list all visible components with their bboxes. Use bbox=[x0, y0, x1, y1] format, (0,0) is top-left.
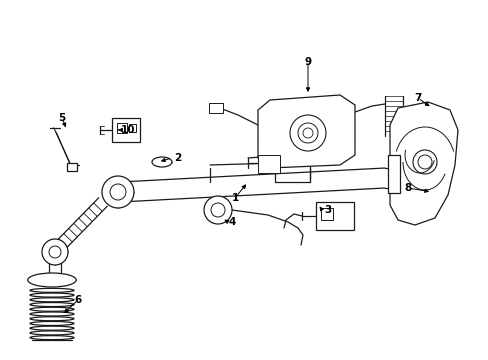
Text: 4: 4 bbox=[228, 217, 235, 227]
Bar bbox=[117, 123, 127, 133]
Circle shape bbox=[102, 176, 134, 208]
Text: 2: 2 bbox=[174, 153, 181, 163]
Bar bbox=[315, 202, 353, 230]
Text: 7: 7 bbox=[413, 93, 421, 103]
Text: 10: 10 bbox=[121, 125, 135, 135]
Bar bbox=[208, 103, 223, 113]
Ellipse shape bbox=[152, 157, 172, 167]
Bar bbox=[387, 155, 399, 193]
Polygon shape bbox=[258, 95, 354, 168]
Ellipse shape bbox=[28, 273, 76, 287]
Circle shape bbox=[289, 115, 325, 151]
Text: 9: 9 bbox=[304, 57, 311, 67]
Text: 8: 8 bbox=[404, 183, 411, 193]
Bar bbox=[67, 163, 77, 171]
Bar bbox=[258, 155, 280, 173]
Circle shape bbox=[412, 150, 436, 174]
Text: 5: 5 bbox=[58, 113, 65, 123]
Polygon shape bbox=[389, 102, 457, 225]
Bar bbox=[112, 118, 140, 142]
Bar bbox=[320, 208, 332, 220]
Text: 6: 6 bbox=[74, 295, 81, 305]
Bar bbox=[129, 124, 136, 132]
Polygon shape bbox=[120, 168, 384, 202]
Text: 3: 3 bbox=[324, 205, 331, 215]
Text: 1: 1 bbox=[231, 193, 238, 203]
Circle shape bbox=[203, 196, 231, 224]
Circle shape bbox=[42, 239, 68, 265]
